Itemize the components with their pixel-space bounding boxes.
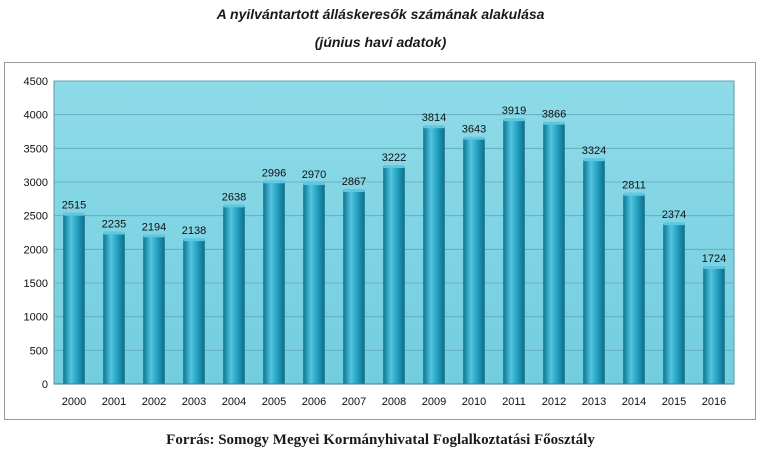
bar	[423, 126, 445, 385]
bar-top	[343, 188, 365, 192]
data-label: 2811	[622, 180, 646, 192]
data-label: 2374	[662, 209, 686, 221]
y-tick-label: 4500	[24, 76, 48, 88]
bar	[303, 183, 325, 385]
bar	[543, 123, 565, 385]
bar-top	[503, 118, 525, 122]
y-tick-label: 1500	[24, 278, 48, 290]
data-label: 3866	[542, 109, 566, 121]
data-label: 2996	[262, 167, 286, 179]
data-label: 3643	[462, 124, 486, 136]
bar	[103, 233, 125, 385]
data-label: 2970	[302, 169, 326, 181]
x-tick-label: 2001	[102, 396, 126, 408]
y-tick-label: 3500	[24, 143, 48, 155]
y-tick-label: 0	[42, 379, 48, 391]
x-tick-label: 2009	[422, 396, 446, 408]
x-tick-label: 2006	[302, 396, 326, 408]
bar	[183, 239, 205, 385]
data-label: 3919	[502, 105, 526, 117]
x-tick-label: 2000	[62, 396, 86, 408]
bar	[663, 223, 685, 385]
y-tick-label: 2000	[24, 244, 48, 256]
bar-top	[183, 238, 205, 242]
bar-top	[103, 231, 125, 235]
x-tick-label: 2004	[222, 396, 246, 408]
bar	[263, 181, 285, 385]
bar	[223, 206, 245, 385]
data-label: 2515	[62, 200, 86, 212]
data-label: 3222	[382, 152, 406, 164]
bar	[383, 166, 405, 385]
x-tick-label: 2010	[462, 396, 486, 408]
bar	[583, 159, 605, 385]
source-note: Forrás: Somogy Megyei Kormányhivatal Fog…	[166, 432, 595, 448]
x-tick-label: 2011	[502, 396, 526, 408]
bar-top	[63, 212, 85, 216]
bar-top	[583, 158, 605, 162]
x-tick-label: 2016	[702, 396, 726, 408]
x-tick-label: 2008	[382, 396, 406, 408]
bar	[623, 194, 645, 385]
x-tick-label: 2014	[622, 396, 646, 408]
x-tick-label: 2003	[182, 396, 206, 408]
x-tick-label: 2002	[142, 396, 166, 408]
bar	[343, 190, 365, 385]
bar	[463, 138, 485, 385]
data-label: 3814	[422, 112, 446, 124]
bar-top	[223, 204, 245, 208]
y-tick-label: 1000	[24, 312, 48, 324]
data-label: 2138	[182, 225, 206, 237]
data-label: 2867	[342, 176, 366, 188]
y-tick-label: 3000	[24, 177, 48, 189]
bar-top	[383, 165, 405, 169]
bar-top	[463, 136, 485, 140]
x-tick-label: 2012	[542, 396, 566, 408]
bar-top	[303, 182, 325, 186]
x-tick-label: 2015	[662, 396, 686, 408]
chart-subtitle: (június havi adatok)	[314, 34, 447, 50]
bar	[703, 267, 725, 385]
y-tick-label: 2500	[24, 211, 48, 223]
bar-top	[623, 192, 645, 196]
bar-top	[543, 121, 565, 125]
y-tick-label: 4000	[24, 110, 48, 122]
bar-top	[263, 180, 285, 184]
x-tick-label: 2013	[582, 396, 606, 408]
x-tick-label: 2005	[262, 396, 286, 408]
bar-top	[143, 234, 165, 238]
bar	[143, 235, 165, 385]
data-label: 2194	[142, 221, 166, 233]
chart-title: A nyilvántartott álláskeresők számának a…	[216, 6, 545, 22]
bar	[503, 119, 525, 385]
y-tick-label: 500	[30, 345, 48, 357]
x-tick-label: 2007	[342, 396, 366, 408]
bar	[63, 214, 85, 385]
bar-top	[703, 265, 725, 269]
bar-top	[663, 222, 685, 226]
data-label: 2235	[102, 219, 126, 231]
bar-top	[423, 125, 445, 129]
data-label: 3324	[582, 145, 606, 157]
data-label: 1724	[702, 253, 726, 265]
data-label: 2638	[222, 191, 246, 203]
